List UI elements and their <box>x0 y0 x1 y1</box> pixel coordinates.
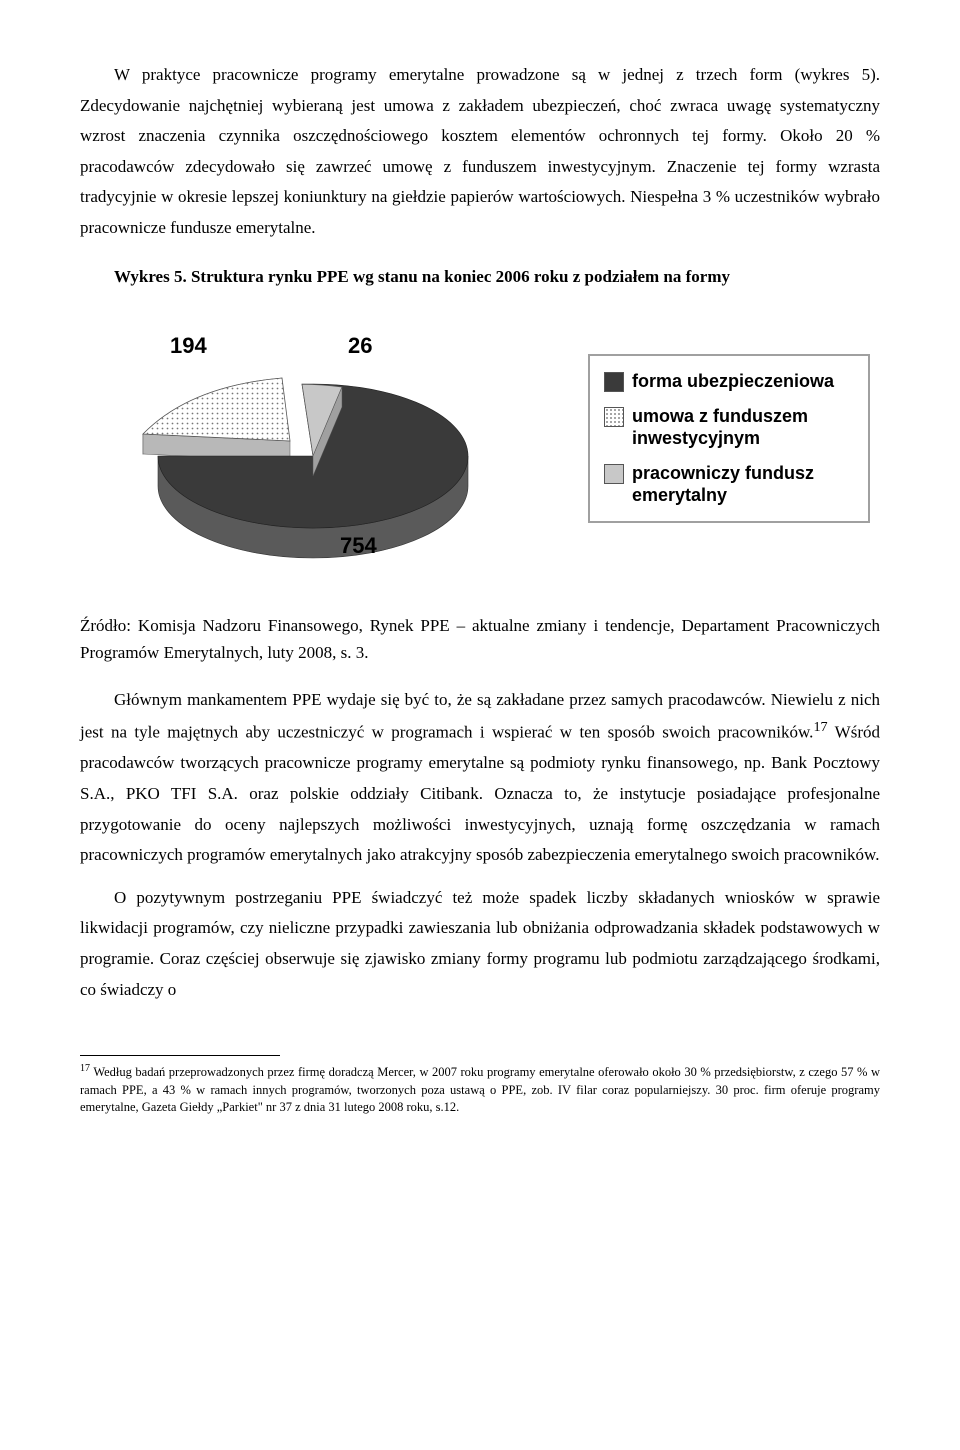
chart-source: Źródło: Komisja Nadzoru Finansowego, Ryn… <box>80 612 880 666</box>
para2-part-a: Głównym mankamentem PPE wydaje się być t… <box>80 690 880 742</box>
legend-item-3: pracowniczy fundusz emerytalny <box>604 462 852 507</box>
slice-label-754: 754 <box>340 526 377 566</box>
swatch-gray-icon <box>604 464 624 484</box>
chart-legend: forma ubezpieczeniowa umowa z funduszem … <box>588 354 870 523</box>
pie-slice-gray <box>130 356 490 586</box>
chart-title: Wykres 5. Struktura rynku PPE wg stanu n… <box>80 262 880 293</box>
pie-chart: 194 26 <box>90 316 870 586</box>
footnote-text: Według badań przeprowadzonych przez firm… <box>80 1065 880 1114</box>
intro-paragraph: W praktyce pracownicze programy emerytal… <box>80 60 880 244</box>
legend-text-2: umowa z funduszem inwestycyjnym <box>632 405 852 450</box>
legend-item-2: umowa z funduszem inwestycyjnym <box>604 405 852 450</box>
body-paragraph-2: Głównym mankamentem PPE wydaje się być t… <box>80 685 880 871</box>
footnote-17: 17 Według badań przeprowadzonych przez f… <box>80 1062 880 1117</box>
legend-item-1: forma ubezpieczeniowa <box>604 370 852 393</box>
legend-text-1: forma ubezpieczeniowa <box>632 370 852 393</box>
pie-wrap: 194 26 <box>130 326 490 586</box>
footnote-separator <box>80 1055 280 1056</box>
para2-part-b: Wśród pracodawców tworzących pracownicze… <box>80 723 880 864</box>
footnote-ref-17: 17 <box>813 719 827 735</box>
body-paragraph-3: O pozytywnym postrzeganiu PPE świadczyć … <box>80 883 880 1005</box>
swatch-dots-icon <box>604 407 624 427</box>
swatch-solid-icon <box>604 372 624 392</box>
legend-text-3: pracowniczy fundusz emerytalny <box>632 462 852 507</box>
footnote-num: 17 <box>80 1063 90 1074</box>
